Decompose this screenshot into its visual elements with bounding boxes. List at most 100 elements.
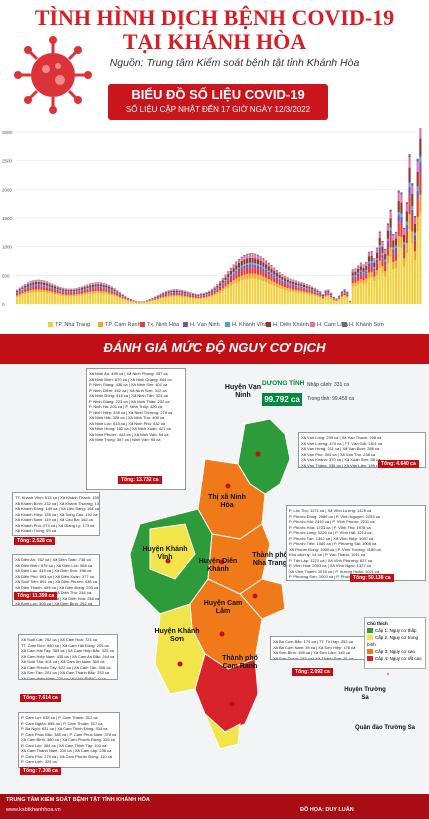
- chart-bar: [97, 293, 100, 304]
- area-label-vanninh: Huyện Vạn Ninh: [224, 384, 262, 399]
- chart-bar: [278, 272, 281, 273]
- chart-bar: [170, 293, 173, 296]
- chart-bar: [411, 194, 414, 207]
- chart-bar: [151, 298, 154, 300]
- chart-bar: [232, 275, 235, 281]
- chart-bar: [294, 287, 297, 290]
- district-row: P. Ninh Giang: 436 ca | Xã Ninh Sim: 401…: [89, 382, 168, 387]
- chart-bar: [183, 297, 186, 304]
- chart-bar: [99, 286, 103, 288]
- chart-bar: [305, 288, 308, 290]
- chart-bar: [224, 280, 227, 282]
- chart-bar: [18, 291, 21, 293]
- chart-bar: [300, 282, 303, 285]
- area-label-ninhhoa: Thị xã Ninh Hòa: [208, 494, 246, 509]
- chart-bar: [118, 292, 122, 294]
- chart-bar: [335, 299, 338, 301]
- chart-bar: [213, 290, 216, 292]
- chart-bar: [83, 285, 86, 288]
- chart-bar: [178, 290, 181, 293]
- chart-bar: [386, 223, 389, 226]
- chart-bar: [357, 276, 360, 281]
- chart-bar: [53, 294, 57, 304]
- chart-bar: [221, 288, 224, 291]
- chart-bar: [102, 283, 105, 285]
- chart-bar: [181, 293, 184, 296]
- chart-bar: [246, 264, 249, 268]
- chart-bar: [116, 293, 119, 294]
- chart-bar: [99, 284, 103, 287]
- chart-bar: [216, 288, 219, 290]
- chart-bar: [397, 215, 400, 223]
- chart-bar: [229, 282, 232, 286]
- chart-bar: [121, 299, 124, 304]
- chart-bar: [359, 262, 362, 264]
- chart-bar: [113, 296, 116, 304]
- legend-label: H. Diên Khánh: [273, 322, 309, 328]
- chart-bar: [175, 289, 178, 291]
- chart-bar: [370, 262, 373, 266]
- chart-bar: [99, 288, 103, 292]
- chart-bar: [51, 288, 54, 290]
- chart-bar: [237, 281, 241, 304]
- chart-bar: [413, 223, 417, 233]
- district-row: Xã Ninh Đông: 516 ca | Xã Ninh Tân: 324 …: [89, 393, 168, 398]
- chart-bar: [191, 298, 195, 304]
- chart-bar: [75, 294, 78, 296]
- district-total-vanninh: Tổng: 4.640 ca: [378, 460, 419, 468]
- district-row: Xã Vạn Phú: 304 ca | Xã Vạn Thọ: 238 ca: [301, 451, 376, 457]
- chart-bar: [237, 276, 241, 282]
- chart-bar: [24, 293, 27, 304]
- chart-bar: [343, 292, 346, 294]
- legend-swatch: [225, 322, 230, 328]
- chart-bar: [359, 274, 362, 280]
- chart-bar: [354, 275, 357, 277]
- district-total-nhatrang: Tổng: 50.138 ca: [350, 574, 394, 582]
- chart-bar: [224, 275, 227, 278]
- chart-bar: [237, 258, 241, 260]
- chart-bar: [365, 278, 368, 283]
- chart-bar: [354, 269, 357, 272]
- chart-bar: [267, 274, 270, 280]
- chart-bar: [21, 286, 24, 288]
- district-row: Xã Ninh Hải: 328 ca | Xã Ninh Thọ: 409 c…: [89, 415, 165, 420]
- chart-bar: [408, 182, 411, 188]
- chart-bar: [243, 254, 246, 256]
- chart-bar: [53, 285, 57, 287]
- chart-bar: [43, 281, 46, 283]
- chart-bar: [167, 297, 170, 304]
- district-row: Xã Cam Hải Tây: 389 ca | Xã Cam Hiệp Bắc…: [21, 648, 114, 653]
- footer-org: TRUNG TÂM KIỂM SOÁT BỆNH TẬT TỈNH KHÁNH …: [6, 797, 150, 803]
- chart-bar: [80, 295, 84, 304]
- chart-bar: [37, 289, 40, 292]
- chart-bar: [265, 261, 268, 265]
- chart-bar: [346, 294, 349, 297]
- virus-icon: [14, 36, 92, 114]
- source-text: Nguồn: Trung tâm Kiểm soát bệnh tật tỉnh…: [109, 57, 360, 69]
- chart-bar: [21, 289, 24, 291]
- chart-bar: [24, 289, 27, 292]
- chart-bar: [308, 286, 311, 289]
- chart-bar: [346, 291, 349, 293]
- chart-bar: [48, 286, 51, 288]
- chart-bar: [389, 211, 392, 219]
- chart-bar: [281, 286, 284, 290]
- chart-bar: [265, 264, 268, 269]
- imported-count: Nhập cảnh: 331 ca: [307, 382, 349, 388]
- chart-bar: [292, 291, 295, 304]
- chart-bar: [213, 288, 216, 290]
- title-line-1: TÌNH HÌNH DỊCH BỆNH COVID-19: [34, 5, 395, 30]
- chart-bar: [297, 285, 300, 287]
- legend-entry: Tx. Ninh Hòa: [140, 322, 179, 328]
- chart-bar: [232, 264, 235, 266]
- district-row: Xã Diên Điền: 975 ca | Xã Diên Lộc: 558 …: [15, 562, 93, 568]
- risk-legend-item: Cấp 1: Nguy cơ thấp: [367, 627, 423, 634]
- chart-bar: [26, 287, 29, 289]
- chart-bar: [29, 283, 32, 286]
- chart-bar: [384, 259, 387, 262]
- chart-bar: [419, 162, 422, 174]
- chart-bar: [311, 293, 314, 296]
- chart-bar: [75, 291, 78, 293]
- chart-bar: [67, 290, 70, 292]
- chart-bar: [316, 289, 319, 291]
